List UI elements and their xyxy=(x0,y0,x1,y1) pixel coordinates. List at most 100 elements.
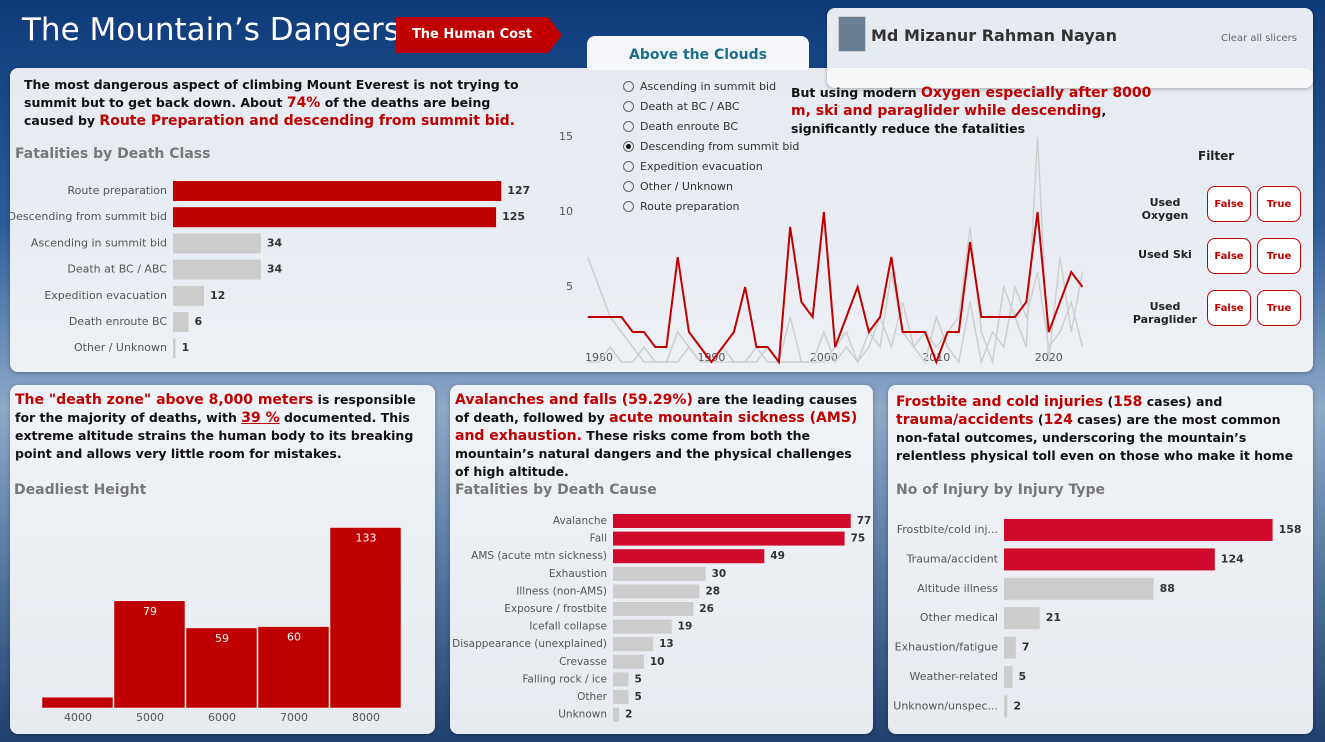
chart-title: No of Injury by Injury Type xyxy=(896,482,1105,498)
bar xyxy=(1004,607,1040,630)
value-label: 158 xyxy=(1279,523,1302,536)
paragraph: But using modern Oxygen especially after… xyxy=(791,84,1171,138)
bar xyxy=(173,207,497,228)
radio[interactable] xyxy=(623,101,634,112)
category-label: Fall xyxy=(590,533,607,545)
paragraph: The "death zone" above 8,000 meters is r… xyxy=(15,391,425,463)
category-label: Descending from summit bid xyxy=(8,210,167,223)
radio[interactable] xyxy=(623,141,634,152)
value-label: 26 xyxy=(699,603,714,615)
value-label: 10 xyxy=(650,656,665,668)
slicer-option[interactable]: Route preparation xyxy=(623,200,740,213)
category-label: Death at BC / ABC xyxy=(67,263,167,276)
user-card xyxy=(827,8,1313,88)
filter-title: Filter xyxy=(1198,149,1235,163)
slicer-option[interactable]: Death at BC / ABC xyxy=(623,100,740,113)
bar xyxy=(1004,519,1273,541)
option-label: Route preparation xyxy=(640,200,740,213)
slicer-option[interactable]: Other / Unknown xyxy=(623,180,733,193)
value-label: 6 xyxy=(195,315,203,328)
value-label: 75 xyxy=(851,533,866,545)
filter-button[interactable]: False xyxy=(1207,290,1251,326)
bar xyxy=(613,707,620,722)
bar xyxy=(613,672,629,687)
filter-button[interactable]: True xyxy=(1257,186,1301,222)
body-text: is responsible for the majority of death… xyxy=(15,392,416,425)
value-label: 34 xyxy=(267,263,283,276)
body-text: cases) are the most common non-fatal out… xyxy=(896,412,1294,463)
filter-button[interactable]: True xyxy=(1257,290,1301,326)
body-text: These risks come from both the mountain’… xyxy=(455,428,852,479)
user-name: Md Mizanur Rahman Nayan xyxy=(871,26,1117,45)
bar xyxy=(173,181,502,201)
x-tick-label: 4000 xyxy=(64,711,92,724)
value-label: 34 xyxy=(267,236,283,249)
body-text: The most dangerous aspect of climbing Mo… xyxy=(24,77,519,110)
bar xyxy=(173,259,261,280)
bar xyxy=(613,514,851,528)
highlight-text: Oxygen especially after 8000 m, ski and … xyxy=(791,85,1152,119)
radio[interactable] xyxy=(623,201,634,212)
highlight-text: The "death zone" above 8,000 meters xyxy=(15,392,314,408)
value-label: 5 xyxy=(634,673,641,685)
value-label: 21 xyxy=(1046,611,1061,624)
category-label: Exhaustion xyxy=(549,568,607,580)
slicer-option[interactable]: Death enroute BC xyxy=(623,120,738,133)
bar xyxy=(1004,666,1013,688)
category-label: Unknown/unspec... xyxy=(893,699,998,712)
value-label: 12 xyxy=(210,289,225,302)
dashboard-title: The Mountain’s Dangers xyxy=(22,12,400,48)
value-label: 13 xyxy=(659,638,674,650)
value-label: 49 xyxy=(770,550,785,562)
highlight-text: 124 xyxy=(1043,412,1073,428)
bar xyxy=(613,531,845,546)
bar xyxy=(613,690,629,704)
page-tag[interactable]: The Human Cost xyxy=(411,27,533,42)
value-label: 30 xyxy=(712,568,727,580)
bar xyxy=(613,619,672,634)
bar xyxy=(613,654,644,669)
category-label: Expedition evacuation xyxy=(44,289,167,302)
bar xyxy=(1004,548,1215,571)
value-label: 2 xyxy=(625,709,632,721)
filter-button[interactable]: True xyxy=(1257,238,1301,274)
category-label: Disappearance (unexplained) xyxy=(452,638,607,650)
filter-button[interactable]: False xyxy=(1207,186,1251,222)
clear-slicers[interactable]: Clear all slicers xyxy=(1221,33,1297,44)
category-label: Altitude illness xyxy=(917,582,998,595)
paragraph: Avalanches and falls (59.29%) are the le… xyxy=(455,391,865,481)
value-label: 5 xyxy=(1019,670,1027,683)
column xyxy=(113,600,186,709)
slicer-option[interactable]: Descending from summit bid xyxy=(623,140,799,153)
value-label: 5 xyxy=(634,691,641,703)
slicer-option[interactable]: Expedition evacuation xyxy=(623,160,763,173)
radio[interactable] xyxy=(623,181,634,192)
tab[interactable]: Above the Clouds xyxy=(587,36,809,70)
slicer-option[interactable]: Ascending in summit bid xyxy=(623,80,776,93)
value-label: 88 xyxy=(1160,582,1175,595)
bar xyxy=(1004,636,1016,659)
filter-label: Used Oxygen xyxy=(1141,196,1189,222)
value-label: 19 xyxy=(678,621,693,633)
category-label: Icefall collapse xyxy=(529,621,607,633)
bar xyxy=(613,602,694,616)
value-label: 2 xyxy=(1013,699,1021,712)
body-text: of the deaths are being caused by xyxy=(24,95,491,128)
value-label: 125 xyxy=(502,210,525,223)
category-label: Avalanche xyxy=(553,515,607,527)
column xyxy=(257,626,330,709)
chart-title: Fatalities by Death Class xyxy=(15,146,210,162)
value-label: 127 xyxy=(507,184,530,197)
radio[interactable] xyxy=(623,161,634,172)
filter-button[interactable]: False xyxy=(1207,238,1251,274)
category-label: Other xyxy=(577,691,607,703)
highlight-text: 158 xyxy=(1113,394,1143,410)
category-label: Frostbite/cold inj... xyxy=(897,523,998,536)
paragraph: Frostbite and cold injuries (158 cases) … xyxy=(896,393,1306,465)
radio[interactable] xyxy=(623,81,634,92)
radio[interactable] xyxy=(623,121,634,132)
value-label: 124 xyxy=(1221,552,1244,565)
x-tick-label: 2010 xyxy=(922,351,950,364)
